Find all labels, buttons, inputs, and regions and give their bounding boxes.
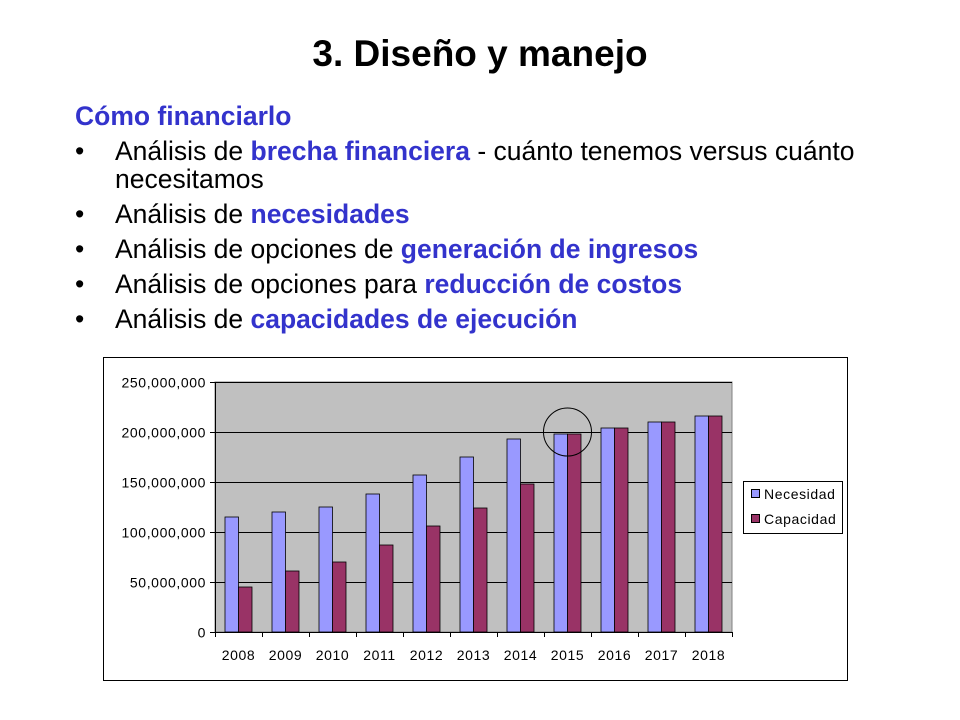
bullet-text: Análisis de necesidades <box>115 200 890 228</box>
bullet-text-prefix: Análisis de <box>115 199 251 229</box>
bar-necesidad-2010 <box>318 506 333 633</box>
bullet-marker: • <box>75 304 85 334</box>
bullet-text: Análisis de brecha financiera - cuánto t… <box>115 137 890 193</box>
x-tick-label: 2008 <box>222 647 256 663</box>
x-tick-label: 2013 <box>457 647 491 663</box>
bullet-highlight: capacidades de ejecución <box>250 304 578 334</box>
y-tick-label: 0 <box>198 625 206 641</box>
bar-capacidad-2014 <box>520 483 535 633</box>
bullet-highlight: necesidades <box>250 199 410 229</box>
x-tick-label: 2016 <box>598 647 632 663</box>
slide-body: Cómo financiarlo • Análisis de brecha fin… <box>75 102 890 340</box>
x-tick-label: 2014 <box>504 647 538 663</box>
bar-chart: 0 50,000,000 100,000,000 150,000,000 200,000… <box>103 357 848 681</box>
x-tick-label: 2010 <box>316 647 350 663</box>
x-axis-labels: 2008 2009 2010 2011 2012 2013 2014 2015 2016 2017… <box>215 632 733 663</box>
x-tick-label: 2009 <box>269 647 303 663</box>
bullet-marker: • <box>75 234 85 264</box>
bullet-text-prefix: Análisis de opciones de <box>115 234 401 264</box>
bar-capacidad-2012 <box>426 525 441 633</box>
bar-capacidad-2011 <box>379 544 394 633</box>
bullet-item: • Análisis de opciones para reducción de … <box>75 270 890 298</box>
bar-necesidad-2016 <box>600 427 615 633</box>
bullet-item: • Análisis de necesidades <box>75 200 890 228</box>
bullet-text: Análisis de opciones para reducción de c… <box>115 270 890 298</box>
bar-necesidad-2011 <box>365 493 380 633</box>
bullet-highlight: reducción de costos <box>424 269 683 299</box>
slide-title: 3. Diseño y manejo <box>312 33 648 74</box>
bar-necesidad-2009 <box>271 511 286 633</box>
bar-capacidad-2016 <box>614 427 629 633</box>
legend-label: Capacidad <box>764 511 836 527</box>
bullet-item: • Análisis de capacidades de ejecución <box>75 305 890 333</box>
bar-capacidad-2008 <box>238 586 253 633</box>
bar-capacidad-2009 <box>285 570 300 633</box>
bullet-highlight: brecha financiera <box>250 136 470 166</box>
bar-necesidad-2014 <box>506 438 521 633</box>
bar-capacidad-2010 <box>332 561 347 633</box>
bullet-text-prefix: Análisis de <box>115 304 251 334</box>
y-tick-label: 50,000,000 <box>130 575 206 591</box>
bullet-marker: • <box>75 136 85 166</box>
legend-swatch-capacidad <box>751 514 760 523</box>
bullet-text-suffix: - cuánto tenemos versus cuánto necesitam… <box>115 136 855 194</box>
bars <box>224 415 723 633</box>
bullet-marker: • <box>75 199 85 229</box>
x-tick-label: 2017 <box>645 647 679 663</box>
bar-capacidad-2017 <box>661 421 676 633</box>
x-tick-label: 2011 <box>363 647 396 663</box>
bar-capacidad-2015 <box>567 433 582 633</box>
highlight-circle-annotation <box>543 407 592 457</box>
y-axis-labels: 0 50,000,000 100,000,000 150,000,000 200,000… <box>122 375 206 641</box>
section-subtitle: Cómo financiarlo <box>75 101 292 131</box>
bullet-text-prefix: Análisis de <box>115 136 251 166</box>
bullet-text: Análisis de capacidades de ejecución <box>115 305 890 333</box>
bar-necesidad-2018 <box>694 415 709 633</box>
bullet-marker: • <box>75 269 85 299</box>
bar-necesidad-2012 <box>412 474 427 633</box>
y-tick-label: 200,000,000 <box>122 425 206 441</box>
bar-capacidad-2013 <box>473 507 488 633</box>
bullet-text: Análisis de opciones de generación de in… <box>115 235 890 263</box>
bar-necesidad-2008 <box>224 516 239 633</box>
bar-capacidad-2018 <box>708 415 723 633</box>
legend-label: Necesidad <box>764 486 836 502</box>
bar-necesidad-2015 <box>553 433 568 633</box>
x-tick-label: 2015 <box>551 647 585 663</box>
bullet-highlight: generación de ingresos <box>400 234 699 264</box>
bar-necesidad-2013 <box>459 456 474 633</box>
bullet-text-prefix: Análisis de opciones para <box>115 269 425 299</box>
y-tick-label: 100,000,000 <box>122 525 206 541</box>
bullet-item: • Análisis de opciones de generación de i… <box>75 235 890 263</box>
legend-swatch-necesidad <box>751 489 760 498</box>
legend: Necesidad Capacidad <box>743 481 843 534</box>
bar-necesidad-2017 <box>647 421 662 633</box>
x-tick-label: 2012 <box>410 647 444 663</box>
y-tick-label: 150,000,000 <box>122 475 206 491</box>
y-tick-label: 250,000,000 <box>122 375 206 391</box>
x-tick-label: 2018 <box>692 647 726 663</box>
bullet-item: • Análisis de brecha financiera - cuánto … <box>75 137 890 193</box>
chart-frame: 0 50,000,000 100,000,000 150,000,000 200,000… <box>103 357 848 681</box>
